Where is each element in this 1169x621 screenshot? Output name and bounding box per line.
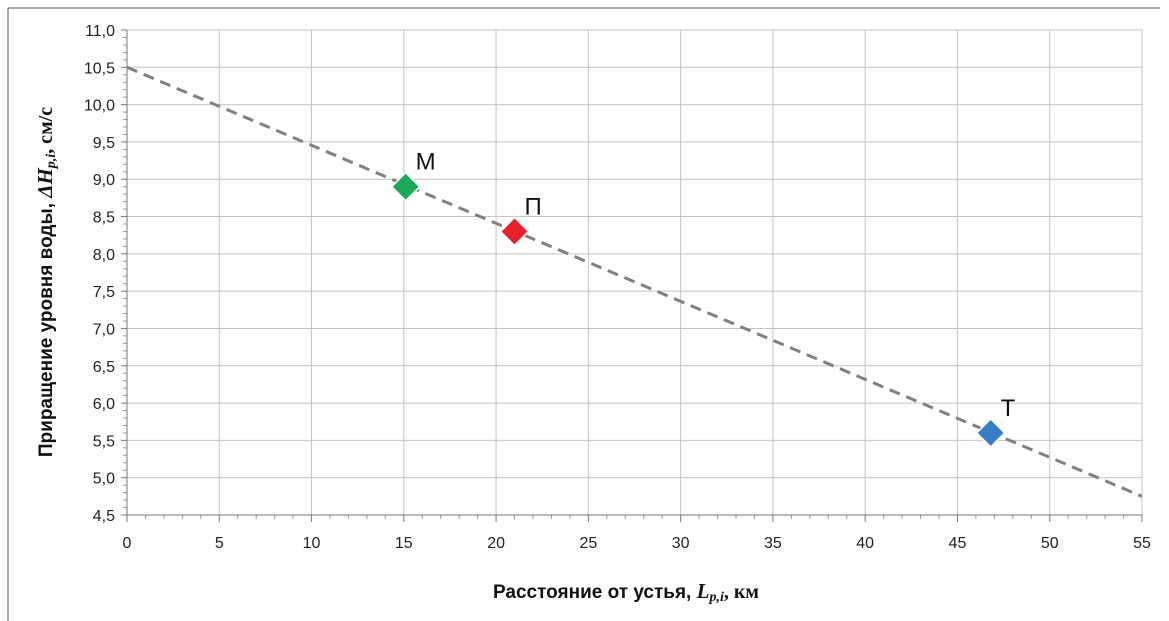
y-axis-title-subscript: p,i: [44, 154, 59, 170]
y-tick-label: 7,5: [93, 284, 115, 301]
x-tick-labels: 0 5 10 15 20 25 30 35 40 45 50 55: [123, 535, 1151, 552]
x-axis-title-subscript: p,i: [708, 590, 724, 605]
data-point-marker: [975, 417, 1006, 448]
y-tick-label: 6,5: [93, 359, 115, 376]
y-tick-label: 4,5: [93, 508, 115, 525]
data-point-label: М: [416, 149, 436, 176]
data-point-label: Т: [1001, 395, 1016, 422]
x-tick-label: 35: [764, 535, 782, 552]
y-tick-label: 10,0: [84, 98, 115, 115]
x-tick-label: 10: [303, 535, 321, 552]
y-axis-title-text: Приращение уровня воды,: [36, 198, 57, 457]
y-tick-label: 9,0: [93, 172, 115, 189]
y-axis-title-symbol: ΔH: [33, 168, 57, 199]
y-tick-label: 5,5: [93, 433, 115, 450]
x-tick-label: 20: [487, 535, 505, 552]
grid: [127, 29, 1143, 515]
x-tick-label: 50: [1041, 535, 1059, 552]
y-tick-label: 8,0: [93, 247, 115, 264]
x-tick-label: 30: [672, 535, 690, 552]
y-axis-title: Приращение уровня воды, ΔHp,i, см/с: [33, 107, 59, 457]
x-axis-title-symbol: L: [696, 579, 710, 603]
trendline-group: [126, 65, 1143, 498]
y-tick-labels: 4,5 5,0 5,5 6,0 6,5 7,0 7,5 8,0 8,5 9,0 9,5 10,0 10,…: [84, 23, 115, 525]
x-axis-title: Расстояние от устья, Lp,i, км: [493, 579, 759, 605]
x-axis-title-text: Расстояние от устья,: [493, 582, 697, 603]
y-tick-label: 10,5: [84, 60, 115, 77]
x-tick-label: 40: [856, 535, 874, 552]
data-point-label: П: [525, 193, 542, 220]
x-tick-label: 25: [579, 535, 597, 552]
y-tick-label: 8,5: [93, 210, 115, 227]
trendline: [126, 65, 1143, 498]
data-points: М П Т: [390, 149, 1016, 448]
y-tick-label: 11,0: [85, 23, 115, 40]
x-tick-label: 45: [949, 535, 967, 552]
y-axis-title-unit: , см/с: [35, 107, 57, 154]
y-tick-label: 9,5: [93, 135, 115, 152]
data-point-marker: [499, 216, 530, 247]
y-tick-label: 5,0: [93, 471, 115, 488]
x-tick-label: 15: [395, 535, 413, 552]
axes: [121, 29, 1143, 522]
x-axis-title-unit: , км: [724, 581, 759, 603]
minor-ticks: [123, 36, 1125, 519]
x-tick-label: 0: [123, 535, 132, 552]
x-tick-label: 55: [1133, 535, 1151, 552]
x-tick-label: 5: [215, 535, 224, 552]
data-point-marker: [390, 171, 421, 202]
y-tick-label: 7,0: [93, 321, 115, 338]
y-tick-label: 6,0: [93, 396, 115, 413]
